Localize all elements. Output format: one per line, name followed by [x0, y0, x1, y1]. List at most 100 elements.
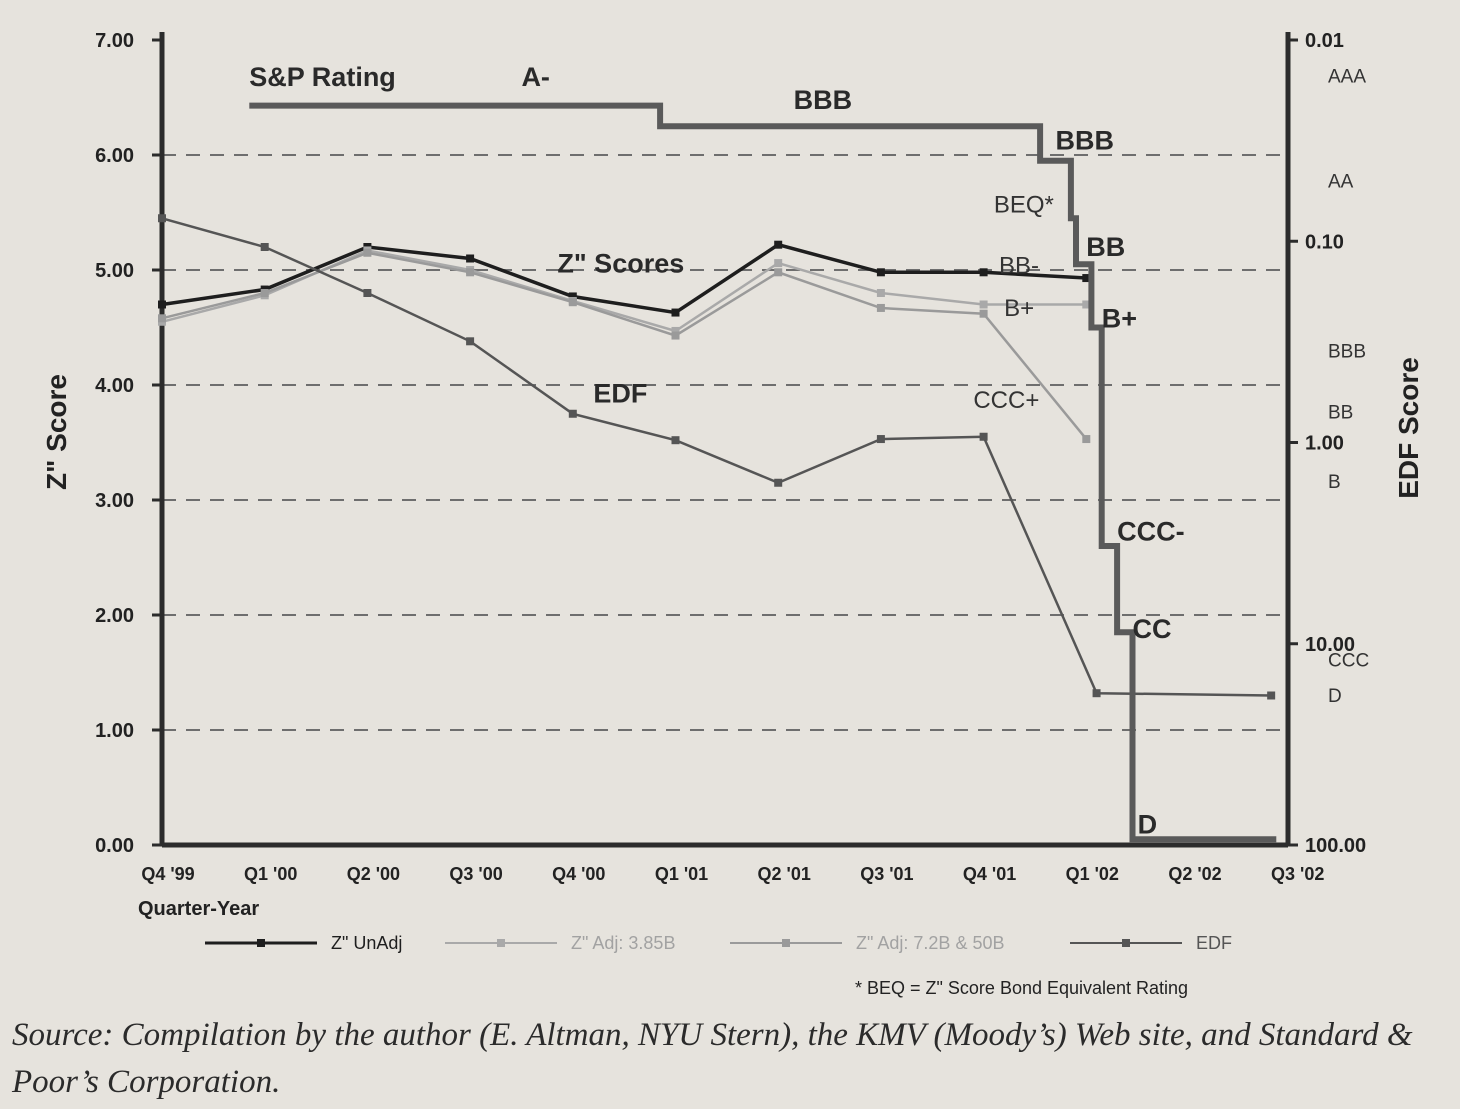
sp-rating-label: B+ [1102, 304, 1137, 334]
x-tick-label: Q3 '01 [860, 864, 913, 884]
bond-rating-label: D [1328, 686, 1342, 707]
sp-rating-label: BB [1086, 232, 1125, 262]
data-point [158, 314, 166, 323]
data-point [774, 240, 783, 249]
data-point [876, 435, 885, 444]
legend-marker [497, 939, 505, 947]
data-point [466, 337, 475, 346]
x-tick-label: Q2 '00 [347, 864, 400, 884]
data-point [1082, 435, 1091, 444]
sp-rating-label: BBB [794, 85, 853, 115]
annotation-label: EDF [593, 378, 647, 408]
series-lines [158, 214, 1276, 700]
data-point [979, 268, 988, 277]
data-point [466, 254, 475, 263]
legend-label: Z" Adj: 3.85B [571, 933, 675, 953]
x-tick-label: Q4 '00 [552, 864, 605, 884]
x-tick-label: Q1 '02 [1066, 864, 1119, 884]
legend-label: EDF [1196, 933, 1232, 953]
beq-rating-label: BB- [999, 252, 1039, 279]
data-point [979, 309, 988, 318]
x-ticks: Q4 '99 Q1 '00 Q2 '00 Q3 '00 Q4 '00 Q1 '01 Q2 '… [141, 864, 1324, 884]
sp-rating-step-line [249, 102, 1277, 843]
data-point [671, 308, 680, 317]
bond-rating-label: CCC [1328, 651, 1369, 672]
axes [159, 32, 1291, 848]
data-point [671, 331, 680, 340]
source-caption: Source: Compilation by the author (E. Al… [12, 1017, 1413, 1100]
bond-rating-label: BB [1328, 402, 1353, 423]
data-point [363, 289, 372, 297]
data-point [876, 268, 885, 277]
annotation-label: S&P Rating [249, 62, 396, 92]
y-tick-label: 2.00 [95, 605, 134, 627]
y-tick-label: 0.00 [95, 835, 134, 857]
legend-label: Z" UnAdj [331, 933, 402, 953]
x-tick-label: Q4 '99 [141, 864, 194, 884]
y-tick-label: 6.00 [95, 145, 134, 167]
y-tick-label: 3.00 [95, 490, 134, 512]
data-point [671, 436, 680, 445]
data-point [979, 300, 988, 309]
sp-rating-label: CCC- [1117, 516, 1185, 546]
bond-rating-label: B [1328, 472, 1341, 493]
legend: Z" UnAdj Z" Adj: 3.85B Z" Adj: 7.2B & 50B E… [205, 933, 1232, 953]
beq-rating-label: B+ [1004, 295, 1034, 322]
data-point [1082, 300, 1091, 309]
sp-rating-label: BBB [1055, 125, 1114, 155]
data-point [363, 248, 372, 257]
x-tick-label: Q1 '01 [655, 864, 708, 884]
bond-rating-label: BBB [1328, 342, 1366, 363]
beq-rating-label: CCC+ [973, 387, 1039, 414]
data-point [774, 259, 783, 268]
sp-rating-label: CC [1133, 614, 1172, 644]
data-point [876, 289, 885, 297]
x-axis-title: Quarter-Year [138, 898, 259, 920]
bond-rating-label: AAA [1328, 66, 1366, 87]
data-point [568, 292, 577, 301]
data-point [1092, 689, 1101, 698]
y-axis-title: Z" Score [41, 374, 72, 490]
data-point [568, 298, 577, 307]
series-line [161, 251, 1088, 440]
legend-marker [1122, 939, 1130, 947]
x-tick-label: Q3 '02 [1271, 864, 1324, 884]
left-y-ticks: 0.00 1.00 2.00 3.00 4.00 5.00 6.00 7.00 [95, 30, 162, 857]
annotation-label: Z" Scores [557, 248, 684, 278]
x-tick-label: Q1 '00 [244, 864, 297, 884]
series-line [161, 217, 1272, 697]
y-tick-label: 5.00 [95, 260, 134, 282]
legend-label: Z" Adj: 7.2B & 50B [856, 933, 1004, 953]
data-point [1267, 691, 1276, 700]
data-point [260, 243, 269, 251]
series-line [161, 242, 1087, 315]
bond-rating-label: AA [1328, 172, 1354, 193]
y2-axis-title: EDF Score [1393, 357, 1424, 499]
data-point [158, 300, 166, 309]
sp-rating-line [249, 102, 1277, 843]
y2-tick-label: 0.01 [1305, 30, 1344, 52]
sp-rating-label: A- [521, 62, 550, 92]
sp-rating-label: D [1138, 810, 1158, 840]
data-point [671, 326, 680, 335]
x-tick-label: Q4 '01 [963, 864, 1016, 884]
legend-marker [257, 939, 265, 947]
y-tick-label: 1.00 [95, 720, 134, 742]
data-point [1082, 274, 1091, 283]
y2-tick-label: 1.00 [1305, 433, 1344, 455]
y2-tick-label: 0.10 [1305, 231, 1344, 253]
x-tick-label: Q2 '01 [758, 864, 811, 884]
data-point [979, 432, 988, 441]
data-point [774, 268, 783, 277]
data-point [260, 289, 269, 297]
data-point [158, 214, 166, 223]
y-tick-label: 4.00 [95, 375, 134, 397]
beq-rating-label: BEQ* [994, 192, 1054, 219]
x-tick-label: Q2 '02 [1168, 864, 1221, 884]
y2-tick-label: 100.00 [1305, 835, 1366, 857]
y-tick-label: 7.00 [95, 30, 134, 52]
data-point [568, 409, 577, 418]
x-tick-label: Q3 '00 [449, 864, 502, 884]
